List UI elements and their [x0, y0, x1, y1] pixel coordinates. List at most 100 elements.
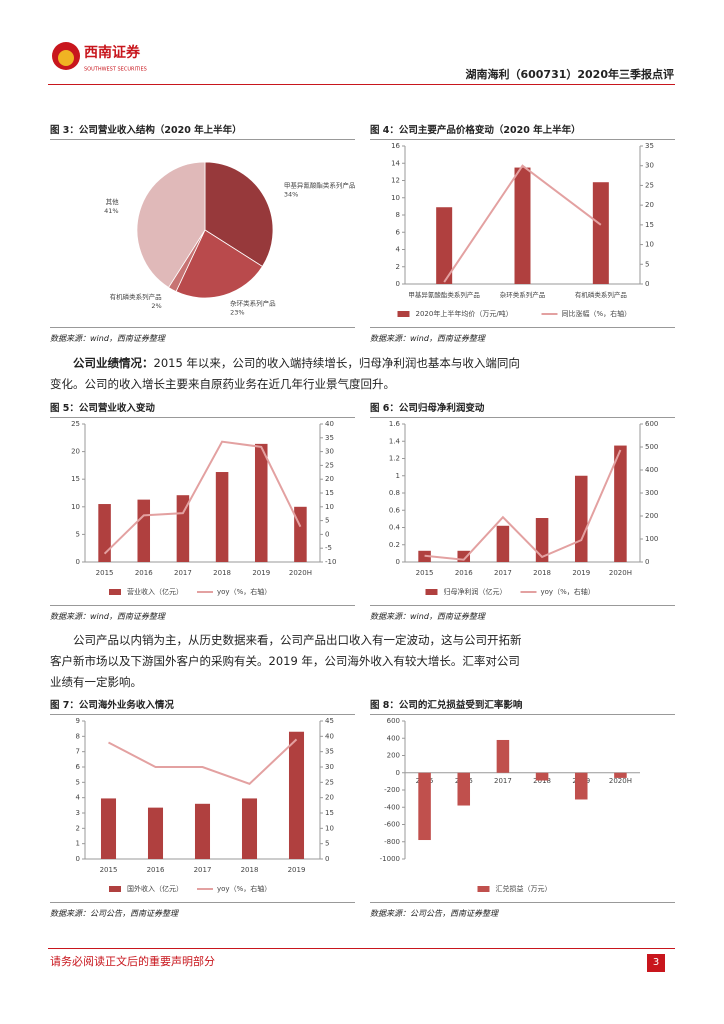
y2-tick-label: 20 — [645, 201, 654, 209]
y-tick-label: 1.6 — [389, 420, 401, 428]
legend-swatch — [109, 886, 121, 892]
legend-label: yoy（%，右轴） — [541, 587, 595, 596]
y-tick-label: 16 — [391, 142, 400, 150]
bar — [215, 472, 229, 562]
pie-label: 有机磷类系列产品 — [110, 292, 162, 301]
y-tick-label: -1000 — [380, 855, 400, 863]
y-tick-label: 1.4 — [389, 437, 401, 445]
y-tick-label: 9 — [76, 717, 80, 725]
x-tick-label: 2018 — [533, 777, 551, 785]
y2-tick-label: 0 — [645, 280, 649, 288]
x-tick-label: 2018 — [241, 866, 259, 874]
chart: 0 2 4 6 8 10 12 14 16 0 5 10 15 20 25 30 35 甲基异氰酸酯类系列产品 杂环… — [391, 142, 654, 318]
y-tick-label: 0.6 — [389, 506, 401, 514]
figure-source: 数据来源：wind，西南证券整理 — [370, 327, 675, 344]
x-tick-label: 2016 — [147, 866, 165, 874]
x-tick-label: 2015 — [96, 569, 114, 577]
figure-title: 图 5：公司营业收入变动 — [50, 400, 355, 418]
y2-tick-label: 45 — [325, 717, 334, 725]
y2-tick-label: 5 — [645, 260, 649, 268]
bar — [436, 207, 453, 284]
y-tick-label: 1 — [396, 472, 400, 480]
paragraph: 公司业绩情况：2015 年以来，公司的收入端持续增长，归母净利润也基本与收入端同… — [50, 353, 528, 395]
y2-tick-label: 0 — [325, 530, 329, 538]
y2-tick-label: 20 — [325, 794, 334, 802]
x-tick-label: 2015 — [100, 866, 118, 874]
y-tick-label: 10 — [71, 503, 80, 511]
legend-swatch — [397, 311, 410, 317]
pie-label: 甲基异氰酸酯类系列产品 — [284, 180, 355, 189]
y-tick-label: 6 — [76, 763, 81, 771]
page-number: 3 — [647, 954, 665, 972]
y2-tick-label: 25 — [645, 181, 654, 189]
y-tick-label: -400 — [384, 803, 400, 811]
y-tick-label: 25 — [71, 420, 80, 428]
chart: 0 0.2 0.4 0.6 0.8 1 1.2 1.4 1.6 0 100 200 300 400 500 6… — [389, 420, 659, 596]
y2-tick-label: -5 — [325, 544, 332, 552]
y-tick-label: 8 — [76, 732, 80, 740]
bar — [496, 525, 510, 562]
y-tick-label: 1 — [76, 840, 80, 848]
y-tick-label: 3 — [76, 809, 80, 817]
legend-swatch — [109, 589, 121, 595]
y2-tick-label: 10 — [325, 824, 334, 832]
y-tick-label: 0.8 — [389, 489, 400, 497]
y2-tick-label: 5 — [325, 517, 329, 525]
y-tick-label: 6 — [396, 228, 401, 236]
pie-label: 其他 — [106, 197, 120, 206]
legend-label: yoy（%，右轴） — [217, 884, 271, 893]
paragraph-lead: 公司业绩情况： — [73, 356, 154, 370]
x-tick-label: 2020H — [609, 569, 632, 577]
y2-tick-label: 15 — [645, 221, 654, 229]
pie-slice — [175, 229, 263, 299]
y-tick-label: 600 — [387, 717, 400, 725]
y2-tick-label: 30 — [325, 448, 334, 456]
y-tick-label: 0 — [396, 769, 400, 777]
bar — [294, 506, 307, 562]
pie-value-label: 41% — [104, 207, 118, 215]
y-tick-label: 20 — [71, 448, 80, 456]
y-tick-label: 0.2 — [389, 541, 400, 549]
y2-tick-label: 35 — [325, 748, 334, 756]
y-tick-label: 10 — [391, 194, 400, 202]
y-tick-label: 0 — [396, 280, 400, 288]
header-title: 湖南海利（600731）2020年三季报点评 — [465, 68, 674, 81]
x-tick-label: 2016 — [455, 569, 473, 577]
bar — [137, 499, 151, 562]
figure-source: 数据来源：wind，西南证券整理 — [50, 605, 355, 622]
y2-tick-label: 300 — [645, 489, 658, 497]
y-tick-label: 4 — [396, 246, 401, 254]
figure-title: 图 7：公司海外业务收入情况 — [50, 697, 355, 715]
figure-title: 图 6：公司归母净利润变动 — [370, 400, 675, 418]
figure-source: 数据来源：公司公告，西南证券整理 — [50, 902, 355, 919]
bar — [176, 495, 190, 562]
bar — [592, 182, 609, 284]
bar — [457, 550, 471, 562]
y-tick-label: 400 — [387, 734, 400, 742]
y2-tick-label: 600 — [645, 420, 658, 428]
bar — [574, 475, 588, 562]
bar — [194, 803, 211, 859]
figure-title: 图 4：公司主要产品价格变动（2020 年上半年） — [370, 122, 675, 140]
figure-title: 图 8：公司的汇兑损益受到汇率影响 — [370, 697, 675, 715]
y-tick-label: -800 — [384, 838, 400, 846]
figure-source: 数据来源：wind，西南证券整理 — [370, 605, 675, 622]
line — [443, 164, 602, 283]
y-tick-label: 200 — [387, 752, 400, 760]
y-tick-label: 2 — [396, 263, 400, 271]
pie-label: 杂环类系列产品 — [230, 299, 276, 308]
y2-tick-label: 5 — [325, 840, 329, 848]
logo-text: 西南证券 — [84, 44, 141, 61]
y2-tick-label: 30 — [325, 763, 334, 771]
figure-source: 数据来源：公司公告，西南证券整理 — [370, 902, 675, 919]
y2-tick-label: 25 — [325, 461, 334, 469]
bar — [614, 445, 627, 562]
bar — [574, 772, 588, 800]
line — [103, 440, 302, 555]
x-tick-label: 2015 — [416, 569, 434, 577]
y-tick-label: 5 — [76, 530, 80, 538]
x-tick-label: 2017 — [494, 569, 512, 577]
bar — [100, 798, 117, 859]
